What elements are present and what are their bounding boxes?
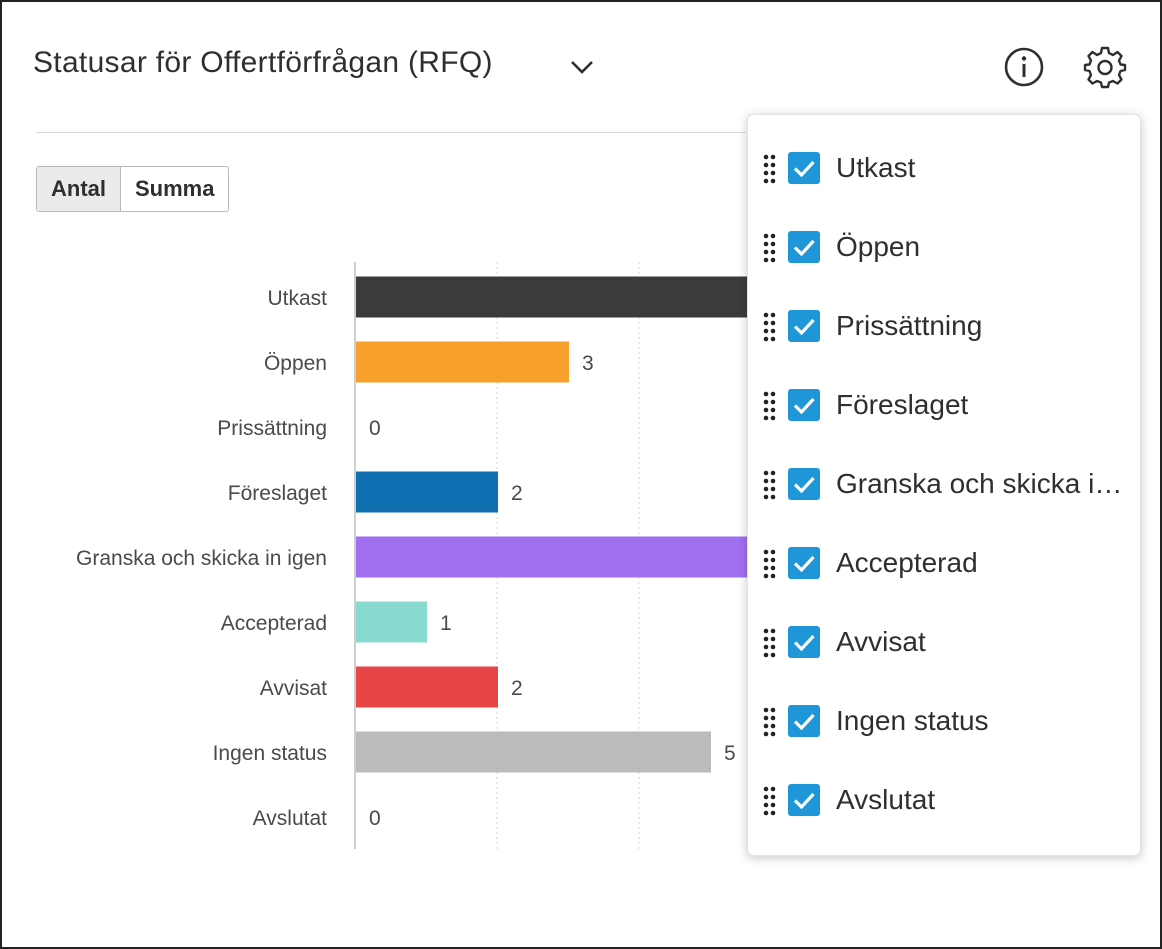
category-label: Ingen status: [213, 742, 327, 765]
info-icon[interactable]: [1003, 46, 1045, 88]
bar-value-label: 1: [440, 612, 452, 635]
status-option-label: Avslutat: [836, 784, 936, 815]
checkmark-icon: [793, 792, 815, 810]
status-option-label: Granska och skicka in igen: [836, 468, 1136, 499]
status-option: Prissättning: [748, 301, 1140, 351]
status-checkbox[interactable]: [788, 468, 820, 500]
status-option: Utkast: [748, 143, 1140, 193]
status-checkbox[interactable]: [788, 547, 820, 579]
category-label: Accepterad: [221, 612, 327, 635]
status-option: Avslutat: [748, 775, 1140, 825]
bar-value-label: 0: [369, 807, 381, 830]
checkmark-icon: [793, 713, 815, 731]
status-option: Accepterad: [748, 538, 1140, 588]
drag-handle-icon[interactable]: [762, 627, 776, 659]
drag-handle-icon[interactable]: [762, 232, 776, 264]
bar[interactable]: [356, 471, 498, 513]
widget-header: Statusar för Offertförfrågan (RFQ): [2, 2, 1160, 132]
bar[interactable]: [356, 276, 762, 318]
bar[interactable]: [356, 731, 711, 773]
drag-handle-icon[interactable]: [762, 785, 776, 817]
status-option-label: Föreslaget: [836, 389, 969, 420]
drag-handle-icon[interactable]: [762, 548, 776, 580]
status-checkbox[interactable]: [788, 626, 820, 658]
checkmark-icon: [793, 239, 815, 257]
status-bar-chart: Utkast Öppen 3 Prissättning 0 Föreslaget 2 Gran…: [76, 262, 762, 849]
status-checkbox[interactable]: [788, 784, 820, 816]
status-checkbox[interactable]: [788, 705, 820, 737]
drag-handle-icon[interactable]: [762, 153, 776, 185]
status-checkbox[interactable]: [788, 152, 820, 184]
status-checkbox[interactable]: [788, 310, 820, 342]
header-divider: [36, 132, 746, 133]
bar[interactable]: [356, 536, 762, 578]
bar[interactable]: [356, 666, 498, 708]
bar-value-label: 2: [511, 677, 523, 700]
status-option-label: Öppen: [836, 231, 921, 262]
drag-handle-icon[interactable]: [762, 706, 776, 738]
status-option: Granska och skicka in igen: [748, 459, 1140, 509]
category-label: Föreslaget: [228, 482, 327, 505]
status-option-label: Prissättning: [836, 310, 983, 341]
category-label: Avslutat: [253, 807, 327, 830]
gear-icon[interactable]: [1083, 45, 1127, 89]
checkmark-icon: [793, 397, 815, 415]
category-label: Prissättning: [217, 417, 327, 440]
status-option-label: Utkast: [836, 152, 916, 183]
bar-value-label: 2: [511, 482, 523, 505]
drag-handle-icon[interactable]: [762, 311, 776, 343]
status-checkbox[interactable]: [788, 389, 820, 421]
status-settings-popover: Utkast Öppen Prissättning Föreslaget Granska…: [747, 114, 1141, 856]
bar[interactable]: [356, 601, 427, 643]
category-label: Granska och skicka in igen: [76, 547, 327, 570]
drag-handle-icon[interactable]: [762, 390, 776, 422]
page-title: Statusar för Offertförfrågan (RFQ): [33, 46, 493, 79]
antal-summa-toggle: Antal Summa: [36, 166, 230, 212]
bar[interactable]: [356, 341, 569, 383]
antal-button[interactable]: Antal: [37, 167, 121, 211]
checkmark-icon: [793, 160, 815, 178]
bar-value-label: 0: [369, 417, 381, 440]
status-option: Föreslaget: [748, 380, 1140, 430]
status-option: Öppen: [748, 222, 1140, 272]
chevron-down-icon[interactable]: [568, 56, 596, 78]
status-option-label: Avvisat: [836, 626, 926, 657]
bar-value-label: 3: [582, 352, 594, 375]
status-option-label: Ingen status: [836, 705, 989, 736]
status-option: Ingen status: [748, 696, 1140, 746]
drag-handle-icon[interactable]: [762, 469, 776, 501]
checkmark-icon: [793, 318, 815, 336]
status-option: Avvisat: [748, 617, 1140, 667]
category-label: Avvisat: [260, 677, 327, 700]
category-label: Öppen: [264, 352, 327, 375]
checkmark-icon: [793, 634, 815, 652]
status-option-label: Accepterad: [836, 547, 978, 578]
checkmark-icon: [793, 555, 815, 573]
category-label: Utkast: [267, 287, 327, 310]
checkmark-icon: [793, 476, 815, 494]
status-checkbox[interactable]: [788, 231, 820, 263]
summa-button[interactable]: Summa: [121, 167, 229, 211]
bar-value-label: 5: [724, 742, 736, 765]
